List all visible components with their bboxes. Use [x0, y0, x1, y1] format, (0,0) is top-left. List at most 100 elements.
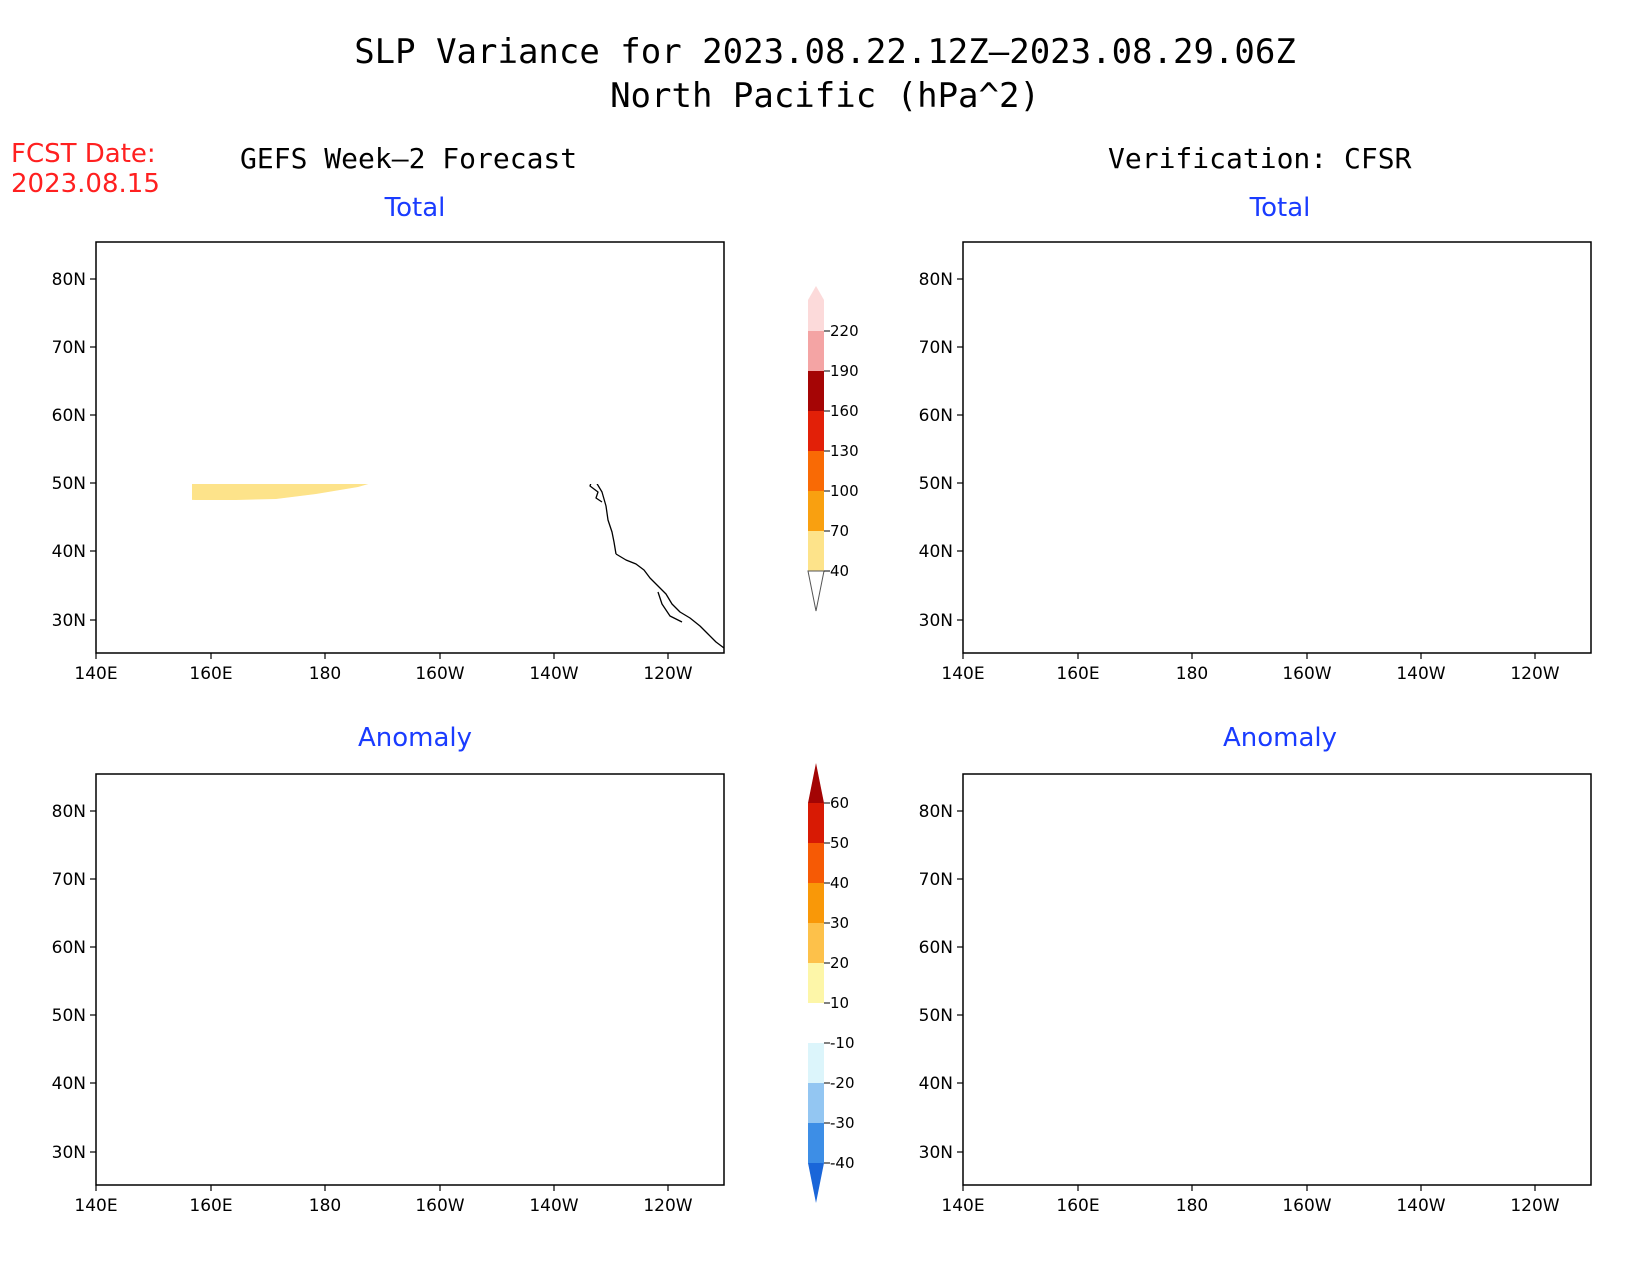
lat-label-bl: 50N [52, 1006, 86, 1026]
lat-label-br: 50N [919, 1006, 953, 1026]
lat-label-tr: 70N [919, 338, 953, 358]
colorbar-anomaly-label: -40 [830, 1154, 855, 1172]
panel-title-total-verification: Total [1249, 193, 1311, 223]
lat-label-bl: 60N [52, 938, 86, 958]
lon-label-bl: 180 [309, 1196, 341, 1216]
colorbar-total-bin [808, 331, 824, 371]
colorbar-anomaly-label: 60 [830, 794, 849, 812]
lon-label-tl: 180 [309, 664, 341, 684]
lat-label-tl: 40N [52, 542, 86, 562]
lon-label-tr: 140W [1396, 664, 1445, 684]
panel-title-total-forecast: Total [384, 193, 446, 223]
colorbar-anomaly-bin [808, 1123, 824, 1163]
lon-label-tl: 140E [74, 664, 117, 684]
colorbar-total-bin [808, 371, 824, 411]
lat-label-tl: 60N [52, 406, 86, 426]
lon-label-tl: 160E [189, 664, 232, 684]
latitude-labels: 80N 70N 60N 50N 40N 30N 80N 70N 60N 50N … [52, 270, 953, 1163]
lon-label-bl: 120W [643, 1196, 692, 1216]
left-column-title: GEFS Week–2 Forecast [240, 142, 578, 175]
lat-label-tr: 40N [919, 542, 953, 562]
lon-label-br: 160E [1056, 1196, 1099, 1216]
colorbar-anomaly-bin [808, 803, 824, 843]
lon-label-tr: 180 [1176, 664, 1208, 684]
map-total-forecast [192, 484, 725, 649]
colorbar-anomaly-label: 50 [830, 834, 849, 852]
colorbar-total-bin [808, 531, 824, 571]
colorbar-total-label: 160 [830, 402, 859, 420]
lon-label-bl: 160E [189, 1196, 232, 1216]
lat-label-bl: 40N [52, 1074, 86, 1094]
colorbar-anomaly-label: -10 [830, 1034, 855, 1052]
fcst-date-value: 2023.08.15 [11, 169, 160, 199]
map-total-verification [963, 277, 1591, 648]
lat-label-tr: 30N [919, 611, 953, 631]
lat-label-tl: 70N [52, 338, 86, 358]
lon-label-tr: 160E [1056, 664, 1099, 684]
colorbar-anomaly-label: -20 [830, 1074, 855, 1092]
lon-label-bl: 160W [415, 1196, 464, 1216]
lon-label-tl: 160W [415, 664, 464, 684]
map-anomaly-forecast [96, 809, 724, 1180]
colorbar-anomaly-bin [808, 883, 824, 923]
colorbar-anomaly-bin [808, 1003, 824, 1043]
lon-label-bl: 140W [529, 1196, 578, 1216]
lon-label-tr: 120W [1510, 664, 1559, 684]
colorbar-total-bin [808, 491, 824, 531]
colorbar-anomaly-bottom-arrow [808, 1163, 824, 1203]
colorbar-anomaly-bin [808, 843, 824, 883]
lon-label-br: 160W [1282, 1196, 1331, 1216]
lat-label-br: 30N [919, 1143, 953, 1163]
lon-label-br: 140E [941, 1196, 984, 1216]
panel-title-anomaly-verification: Anomaly [1222, 723, 1338, 753]
lat-label-tr: 60N [919, 406, 953, 426]
colorbar-anomaly-bin [808, 963, 824, 1003]
lon-label-bl: 140E [74, 1196, 117, 1216]
colorbar-total: 40 70 100 130 160 190 220 [807, 286, 859, 612]
lat-label-tr: 50N [919, 474, 953, 494]
colorbar-total-bottom-arrow [807, 570, 825, 612]
lat-label-br: 70N [919, 870, 953, 890]
colorbar-total-label: 70 [830, 522, 849, 540]
lat-label-tl: 30N [52, 611, 86, 631]
colorbar-anomaly-top-arrow [808, 763, 824, 803]
lon-label-tl: 120W [643, 664, 692, 684]
lat-label-bl: 70N [52, 870, 86, 890]
lat-label-br: 80N [919, 802, 953, 822]
colorbar-anomaly-label: 40 [830, 874, 849, 892]
lat-label-tl: 50N [52, 474, 86, 494]
colorbar-anomaly-label: 30 [830, 914, 849, 932]
lat-label-br: 60N [919, 938, 953, 958]
panel-title-anomaly-forecast: Anomaly [357, 723, 473, 753]
right-column-title: Verification: CFSR [1108, 142, 1412, 175]
lat-label-tr: 80N [919, 270, 953, 290]
colorbar-total-bin [808, 451, 824, 491]
longitude-labels: 140E 160E 180 160W 140W 120W 140E 160E 1… [74, 664, 1559, 1216]
colorbar-anomaly-label: 20 [830, 954, 849, 972]
title-line-2: North Pacific (hPa^2) [610, 76, 1040, 116]
colorbar-total-label: 100 [830, 482, 859, 500]
lat-label-bl: 80N [52, 802, 86, 822]
lon-label-tr: 160W [1282, 664, 1331, 684]
map-anomaly-verification [963, 774, 1591, 1185]
colorbar-anomaly-label: 10 [830, 994, 849, 1012]
lon-label-br: 140W [1396, 1196, 1445, 1216]
colorbar-total-label: 40 [830, 562, 849, 580]
colorbar-total-label: 130 [830, 442, 859, 460]
fcst-date-label: FCST Date: [11, 139, 156, 169]
colorbar-anomaly-bin [808, 1043, 824, 1083]
title-line-1: SLP Variance for 2023.08.22.12Z–2023.08.… [354, 32, 1296, 72]
lat-label-bl: 30N [52, 1143, 86, 1163]
colorbar-total-bin [808, 411, 824, 451]
lat-label-tl: 80N [52, 270, 86, 290]
colorbar-anomaly-label: -30 [830, 1114, 855, 1132]
colorbar-total-label: 190 [830, 362, 859, 380]
colorbar-anomaly-bin [808, 1083, 824, 1123]
lat-label-br: 40N [919, 1074, 953, 1094]
lon-label-br: 180 [1176, 1196, 1208, 1216]
colorbar-anomaly: -40 -30 -20 -10 10 20 30 40 50 60 [808, 763, 855, 1203]
lon-label-tr: 140E [941, 664, 984, 684]
lon-label-tl: 140W [529, 664, 578, 684]
colorbar-total-top-arrow [808, 286, 824, 331]
